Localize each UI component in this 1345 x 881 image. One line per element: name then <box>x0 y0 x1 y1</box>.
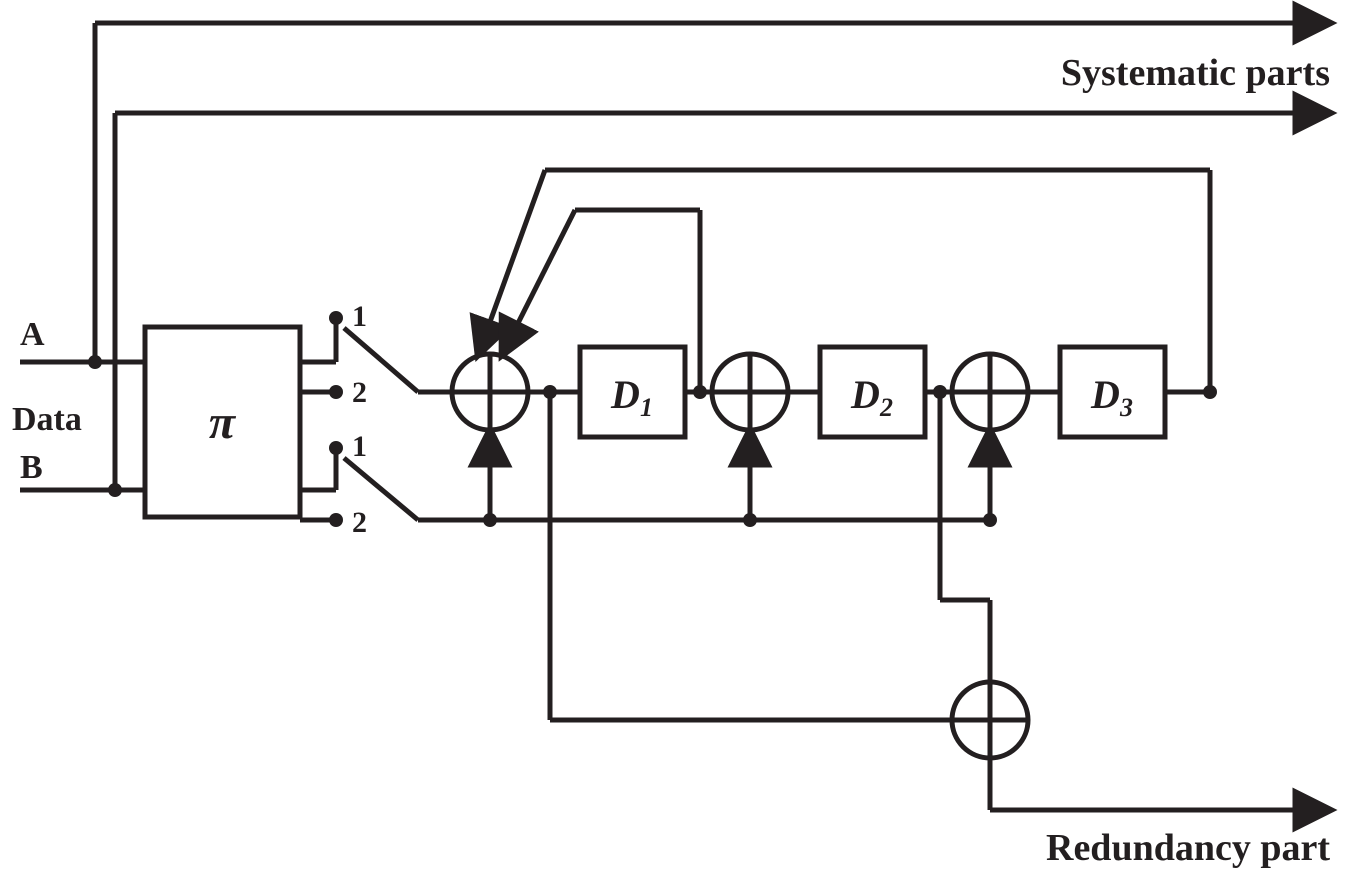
xor3 <box>952 354 1028 430</box>
switch2-pos2-terminal <box>329 513 343 527</box>
node-b-tap <box>108 483 122 497</box>
xor2 <box>712 354 788 430</box>
data-label: Data <box>12 401 82 438</box>
node-lower-tap3 <box>983 513 997 527</box>
switch1-label-2: 2 <box>352 376 367 409</box>
redundancy-label: Redundancy part <box>1046 827 1330 869</box>
switch1-label-1: 1 <box>352 300 367 333</box>
input-a-label: A <box>20 316 45 353</box>
xor1 <box>452 354 528 430</box>
switch2-label-1: 1 <box>352 430 367 463</box>
pi-symbol: π <box>209 396 237 449</box>
wire-feedback-drop1 <box>478 170 545 355</box>
encoder-diagram: Systematic parts A B Data π 1 2 1 2 <box>0 0 1345 881</box>
switch2-label-2: 2 <box>352 506 367 539</box>
switch1-pos2-terminal <box>329 385 343 399</box>
node-a-tap <box>88 355 102 369</box>
node-lower-tap1 <box>483 513 497 527</box>
node-lower-tap2 <box>743 513 757 527</box>
wire-feedback2-drop <box>502 210 575 355</box>
systematic-label: Systematic parts <box>1061 52 1330 94</box>
input-b-label: B <box>20 449 43 486</box>
xor-output <box>952 682 1028 758</box>
